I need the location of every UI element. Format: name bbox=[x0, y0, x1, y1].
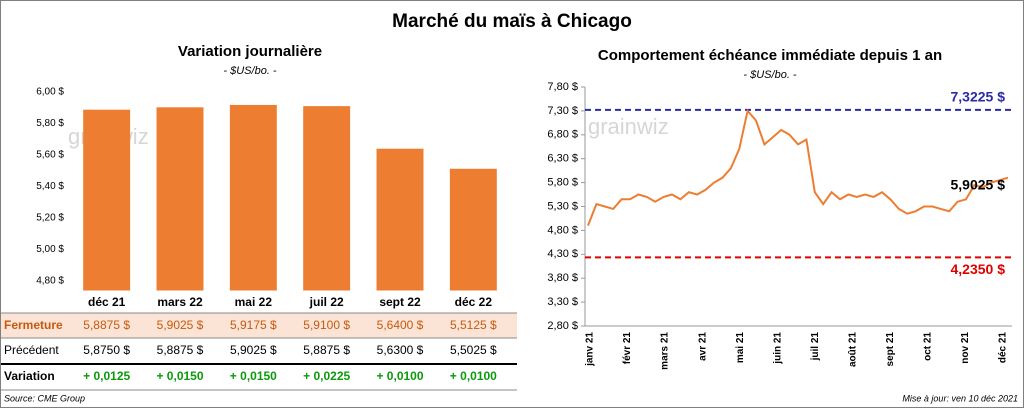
update-date: Mise à jour: ven 10 déc 2021 bbox=[902, 393, 1018, 403]
cell: + 0,0100 bbox=[376, 369, 423, 383]
y-tick-label: 7,80 $ bbox=[547, 81, 578, 93]
y-tick-label: 6,30 $ bbox=[547, 153, 578, 165]
y-tick-label: 5,60 $ bbox=[36, 150, 64, 161]
price-line bbox=[587, 108, 1009, 226]
row-label: Précédent bbox=[4, 343, 59, 357]
x-tick-label: mai 22 bbox=[235, 295, 273, 309]
y-tick-label: 5,40 $ bbox=[36, 181, 64, 192]
chart-subtitle: - $US/bo. - bbox=[743, 69, 797, 81]
cell: + 0,0125 bbox=[83, 369, 130, 383]
y-tick-label: 3,80 $ bbox=[547, 272, 578, 284]
cell: 5,6400 $ bbox=[377, 318, 424, 332]
source: Source: CME Group bbox=[4, 393, 85, 403]
chart-title: Variation journalière bbox=[178, 43, 322, 60]
end-label: 5,9025 $ bbox=[951, 176, 1006, 192]
reference-label: 4,2350 $ bbox=[951, 261, 1006, 277]
chart-subtitle: - $US/bo. - bbox=[223, 65, 277, 77]
cell: 5,6300 $ bbox=[377, 343, 424, 357]
y-tick-label: 4,30 $ bbox=[547, 248, 578, 260]
x-tick-label: déc 21 bbox=[998, 332, 1009, 364]
bar bbox=[229, 104, 277, 291]
row-highlight bbox=[1, 313, 517, 338]
y-tick-label: 6,00 $ bbox=[36, 87, 64, 98]
y-tick-label: 4,80 $ bbox=[36, 276, 64, 287]
y-tick-label: 5,30 $ bbox=[547, 200, 578, 212]
x-tick-label: mai 21 bbox=[735, 332, 746, 364]
bar bbox=[303, 106, 351, 291]
x-tick-label: oct 21 bbox=[923, 332, 934, 361]
cell: 5,9025 $ bbox=[230, 343, 277, 357]
x-tick-label: sept 22 bbox=[379, 295, 421, 309]
cell: + 0,0100 bbox=[450, 369, 497, 383]
cell: 5,8875 $ bbox=[157, 343, 204, 357]
y-tick-label: 2,80 $ bbox=[547, 320, 578, 332]
x-tick-label: déc 22 bbox=[455, 295, 493, 309]
cell: 5,5125 $ bbox=[450, 318, 497, 332]
x-tick-label: juin 21 bbox=[772, 332, 783, 365]
x-tick-label: août 21 bbox=[847, 332, 858, 367]
x-tick-label: janv 21 bbox=[585, 332, 596, 367]
reference-label: 7,3225 $ bbox=[951, 89, 1006, 105]
cell: 5,5025 $ bbox=[450, 343, 497, 357]
y-tick-label: 5,00 $ bbox=[36, 244, 64, 255]
bar bbox=[156, 107, 204, 291]
cell: 5,9175 $ bbox=[230, 318, 277, 332]
y-tick-label: 5,80 $ bbox=[547, 177, 578, 189]
y-tick-label: 5,20 $ bbox=[36, 213, 64, 224]
x-tick-label: nov 21 bbox=[960, 332, 971, 364]
x-tick-label: déc 21 bbox=[88, 295, 126, 309]
chart-title: Comportement échéance immédiate depuis 1… bbox=[598, 47, 942, 64]
y-tick-label: 5,80 $ bbox=[36, 118, 64, 129]
y-tick-label: 3,30 $ bbox=[547, 296, 578, 308]
y-tick-label: 6,80 $ bbox=[547, 129, 578, 141]
y-tick-label: 7,30 $ bbox=[547, 105, 578, 117]
cell: 5,8875 $ bbox=[303, 343, 350, 357]
cell: 5,9025 $ bbox=[157, 318, 204, 332]
watermark: grainwiz bbox=[588, 114, 669, 139]
cell: 5,9100 $ bbox=[303, 318, 350, 332]
row-label: Variation bbox=[4, 369, 55, 383]
x-tick-label: juil 21 bbox=[810, 332, 821, 362]
cell: 5,8875 $ bbox=[83, 318, 130, 332]
row-label: Fermeture bbox=[4, 318, 63, 332]
bar bbox=[449, 168, 497, 291]
x-tick-label: mars 22 bbox=[157, 295, 203, 309]
x-tick-label: juil 22 bbox=[309, 295, 344, 309]
cell: 5,8750 $ bbox=[83, 343, 130, 357]
x-tick-label: févr 21 bbox=[622, 332, 633, 365]
x-tick-label: sept 21 bbox=[885, 332, 896, 367]
cell: + 0,0150 bbox=[156, 369, 203, 383]
cell: + 0,0150 bbox=[230, 369, 277, 383]
cell: + 0,0225 bbox=[303, 369, 350, 383]
page-title: Marché du maïs à Chicago bbox=[392, 11, 632, 32]
bar bbox=[83, 109, 131, 291]
x-tick-label: avr 21 bbox=[697, 332, 708, 361]
bar bbox=[376, 148, 424, 291]
x-tick-label: mars 21 bbox=[660, 332, 671, 370]
y-tick-label: 4,80 $ bbox=[547, 224, 578, 236]
